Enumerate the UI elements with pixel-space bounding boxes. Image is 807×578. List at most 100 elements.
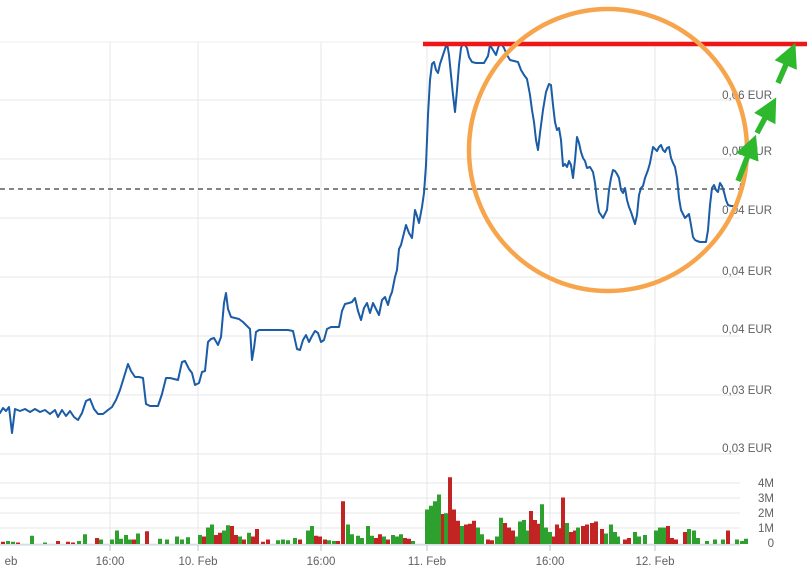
volume-bar-down (558, 528, 562, 544)
volume-bar-down (552, 536, 556, 544)
volume-bar-down (585, 524, 589, 544)
volume-bar-up (565, 523, 569, 544)
volume-bar-up (346, 524, 350, 544)
volume-bar-down (623, 539, 627, 544)
volume-bar-up (180, 539, 184, 544)
volume-bar-up (437, 494, 441, 544)
volume-bar-down (674, 539, 678, 544)
volume-bar-up (30, 535, 34, 544)
volume-bar-up (616, 536, 620, 544)
volume-bar-up (247, 532, 251, 544)
volume-bar-down (1, 541, 5, 544)
price-axis-label: 0,04 EUR (722, 266, 772, 278)
volume-bar-down (230, 526, 234, 544)
volume-bar-up (83, 534, 87, 544)
volume-bar-up (165, 539, 169, 544)
volume-bar-down (464, 524, 468, 544)
volume-bar-up (124, 535, 128, 544)
volume-bar-up (158, 538, 162, 544)
volume-bar-up (391, 535, 395, 544)
volume-bar-up (310, 526, 314, 544)
volume-bar-down (261, 541, 265, 544)
volume-bar-down (569, 532, 573, 544)
volume-bar-down (378, 534, 382, 544)
volume-bar-up (721, 539, 725, 544)
volume-bar-down (214, 535, 218, 544)
volume-axis-label: 0 (768, 538, 774, 550)
volume-bar-up (226, 525, 230, 544)
volume-bar-down (536, 523, 540, 544)
volume-bar-up (499, 517, 503, 544)
volume-bar-down (666, 526, 670, 544)
volume-bar-up (429, 505, 433, 544)
price-line-series (0, 42, 742, 434)
volume-bar-up (705, 541, 709, 544)
volume-axis-label: 2M (758, 508, 774, 520)
volume-bar-down (529, 511, 533, 544)
volume-bar-down (145, 531, 149, 544)
volume-bar-down (490, 540, 494, 544)
volume-bar-up (687, 529, 691, 544)
volume-bar-down (95, 538, 99, 544)
volume-bar-up (526, 530, 530, 544)
volume-bar-down (683, 532, 687, 544)
volume-bar-down (452, 509, 456, 544)
price-polyline (0, 42, 742, 434)
volume-bar-up (515, 536, 519, 544)
volume-bar-down (581, 526, 585, 544)
volume-bar-up (540, 504, 544, 544)
volume-bar-up (696, 538, 700, 544)
volume-bar-down (16, 542, 20, 544)
volume-bar-up (544, 527, 548, 544)
volume-bar-up (637, 536, 641, 544)
volume-axis-label: 3M (758, 493, 774, 505)
volume-bar-up (399, 534, 403, 544)
time-axis-label: 11. Feb (408, 556, 446, 568)
volume-bar-down (503, 523, 507, 544)
volume-bar-up (654, 530, 658, 544)
volume-bar-down (323, 539, 327, 544)
volume-bar-up (115, 530, 119, 544)
time-axis-label: 16:00 (96, 556, 125, 568)
volume-bar-down (56, 541, 60, 544)
volume-bar-down (202, 536, 206, 544)
volume-bar-up (713, 539, 717, 544)
volume-bar-down (472, 520, 476, 544)
volume-bar-up (613, 532, 617, 544)
volume-bar-up (356, 535, 360, 544)
volume-bar-up (198, 535, 202, 544)
volume-bar-up (692, 530, 696, 544)
volume-bar-down (468, 523, 472, 544)
volume-bar-up (495, 536, 499, 544)
volume-bar-up (444, 513, 448, 544)
gridlines (0, 41, 740, 546)
volume-bar-down (318, 536, 322, 544)
volume-bar-down (266, 539, 270, 544)
volume-bar-down (594, 521, 598, 544)
volume-bar-up (210, 524, 214, 544)
uptrend-arrow-annotation (735, 134, 759, 182)
volume-bar-down (573, 530, 577, 544)
volume-bar-down (561, 497, 565, 544)
volume-bar-down (407, 538, 411, 544)
volume-bar-down (251, 536, 255, 544)
volume-bar-up (77, 541, 81, 544)
uptrend-arrow-annotation (754, 97, 777, 135)
time-axis-label: 16:00 (536, 556, 565, 568)
volume-bar-down (533, 520, 537, 544)
volume-bar-down (218, 532, 222, 544)
volume-bar-up (395, 536, 399, 544)
volume-bar-up (548, 532, 552, 544)
volume-bar-up (332, 541, 336, 544)
volume-bar-up (633, 532, 637, 544)
volume-bar-down (66, 541, 70, 544)
volume-bar-up (370, 535, 374, 544)
volume-bar-up (306, 530, 310, 544)
volume-bar-up (658, 527, 662, 544)
volume-bar-down (441, 514, 445, 544)
volume-bar-up (518, 521, 522, 544)
volume-axis-label: 1M (758, 523, 774, 535)
